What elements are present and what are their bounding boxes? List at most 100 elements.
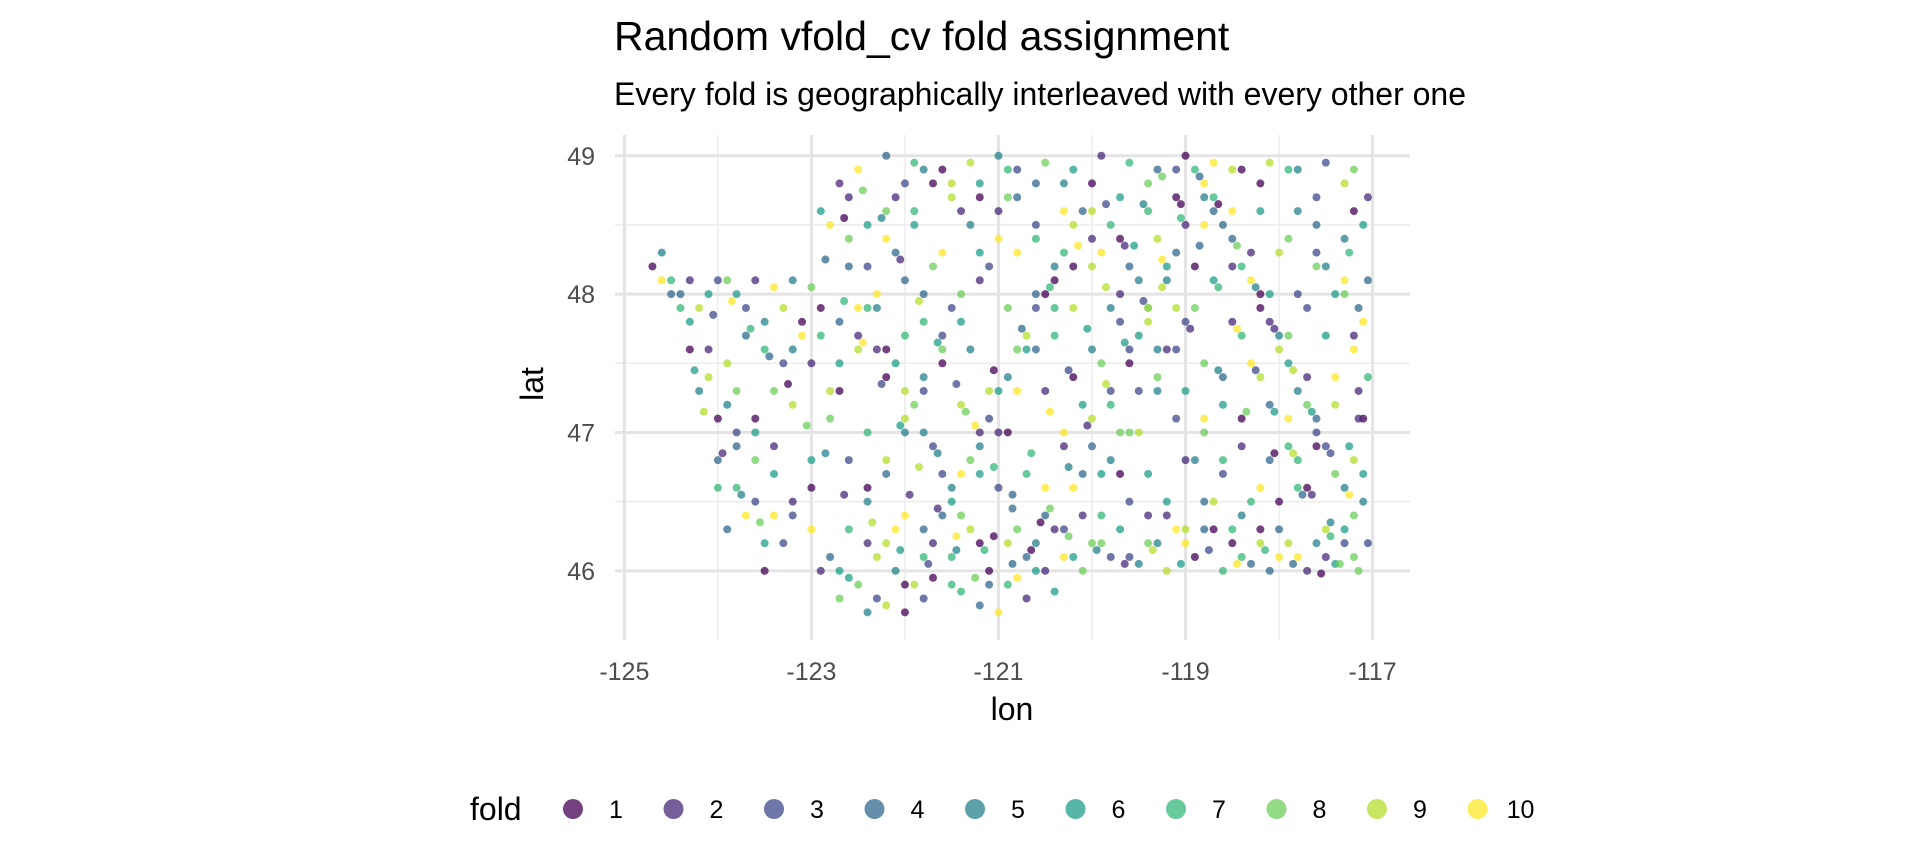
data-point	[751, 276, 760, 285]
data-point	[854, 331, 863, 340]
data-point	[947, 497, 956, 506]
data-point	[1363, 193, 1372, 202]
data-point	[835, 179, 844, 188]
data-point	[1331, 469, 1340, 478]
data-point	[966, 158, 975, 167]
data-point	[975, 248, 984, 257]
data-point	[971, 421, 980, 430]
data-point	[1349, 552, 1358, 561]
data-point	[1200, 179, 1209, 188]
data-point	[952, 546, 961, 555]
data-point	[1228, 262, 1237, 271]
data-point	[784, 380, 793, 389]
data-point	[1340, 234, 1349, 243]
data-point	[1289, 366, 1298, 375]
data-point	[1228, 207, 1237, 216]
data-point	[1349, 165, 1358, 174]
data-point	[919, 525, 928, 534]
data-point	[985, 580, 994, 589]
data-point	[994, 608, 1003, 617]
data-point	[1218, 220, 1227, 229]
data-point	[1031, 539, 1040, 548]
data-point	[1200, 414, 1209, 423]
data-point	[1293, 552, 1302, 561]
data-point	[704, 290, 713, 299]
data-point	[1125, 345, 1134, 354]
data-point	[1237, 511, 1246, 520]
data-point	[713, 276, 722, 285]
data-point	[971, 573, 980, 582]
data-point	[863, 539, 872, 548]
data-point	[1363, 276, 1372, 285]
data-point	[1321, 158, 1330, 167]
data-point	[1209, 276, 1218, 285]
data-point	[1116, 428, 1125, 437]
legend-label-3: 3	[810, 796, 824, 824]
data-point	[807, 456, 816, 465]
data-point	[947, 303, 956, 312]
data-point	[1088, 442, 1096, 451]
data-point	[947, 552, 956, 561]
data-point	[1027, 546, 1036, 555]
data-point	[882, 207, 891, 216]
data-point	[751, 456, 760, 465]
data-point	[872, 594, 881, 603]
data-point	[1102, 200, 1111, 209]
data-point	[741, 331, 750, 340]
data-point	[1125, 158, 1134, 167]
data-point	[1064, 366, 1073, 375]
data-point	[1181, 151, 1190, 160]
data-point	[882, 373, 891, 382]
data-point	[910, 220, 919, 229]
data-point	[1303, 303, 1312, 312]
data-point	[1003, 193, 1012, 202]
data-point	[938, 345, 947, 354]
data-point	[919, 552, 928, 561]
data-point	[1284, 414, 1293, 423]
data-point	[1059, 207, 1068, 216]
data-point	[929, 262, 937, 271]
legend-key-1	[563, 799, 583, 819]
data-point	[882, 456, 891, 465]
data-point	[1242, 407, 1251, 416]
data-point	[1013, 248, 1022, 257]
data-point	[779, 303, 788, 312]
data-point	[910, 158, 919, 167]
data-point	[1092, 546, 1101, 555]
data-point	[840, 297, 849, 306]
legend-key-4	[864, 799, 885, 819]
data-point	[695, 303, 704, 312]
data-point	[947, 580, 956, 589]
data-point	[1354, 303, 1363, 312]
legend-label-7: 7	[1212, 796, 1226, 824]
data-point	[872, 345, 881, 354]
data-point	[1083, 421, 1092, 430]
data-point	[1013, 573, 1022, 582]
data-point	[1008, 504, 1017, 513]
data-point	[732, 428, 741, 437]
data-point	[1363, 373, 1372, 382]
data-point	[816, 207, 825, 216]
data-point	[854, 580, 863, 589]
data-point	[844, 234, 853, 243]
legend-label-5: 5	[1011, 796, 1025, 824]
data-point	[1293, 386, 1302, 395]
data-point	[1078, 469, 1087, 478]
data-point	[919, 428, 928, 437]
data-point	[760, 539, 769, 548]
legend-label-8: 8	[1313, 796, 1327, 824]
data-point	[1153, 373, 1162, 382]
data-point	[1247, 559, 1255, 568]
data-point	[1172, 525, 1181, 534]
data-point	[1003, 303, 1012, 312]
data-point	[1078, 400, 1087, 409]
data-point	[980, 546, 989, 555]
data-point	[1228, 525, 1237, 534]
data-point	[1069, 262, 1078, 271]
data-point	[919, 165, 928, 174]
data-point	[933, 338, 942, 347]
data-point	[1228, 234, 1237, 243]
data-point	[854, 303, 863, 312]
data-point	[891, 566, 900, 575]
data-point	[760, 317, 769, 326]
